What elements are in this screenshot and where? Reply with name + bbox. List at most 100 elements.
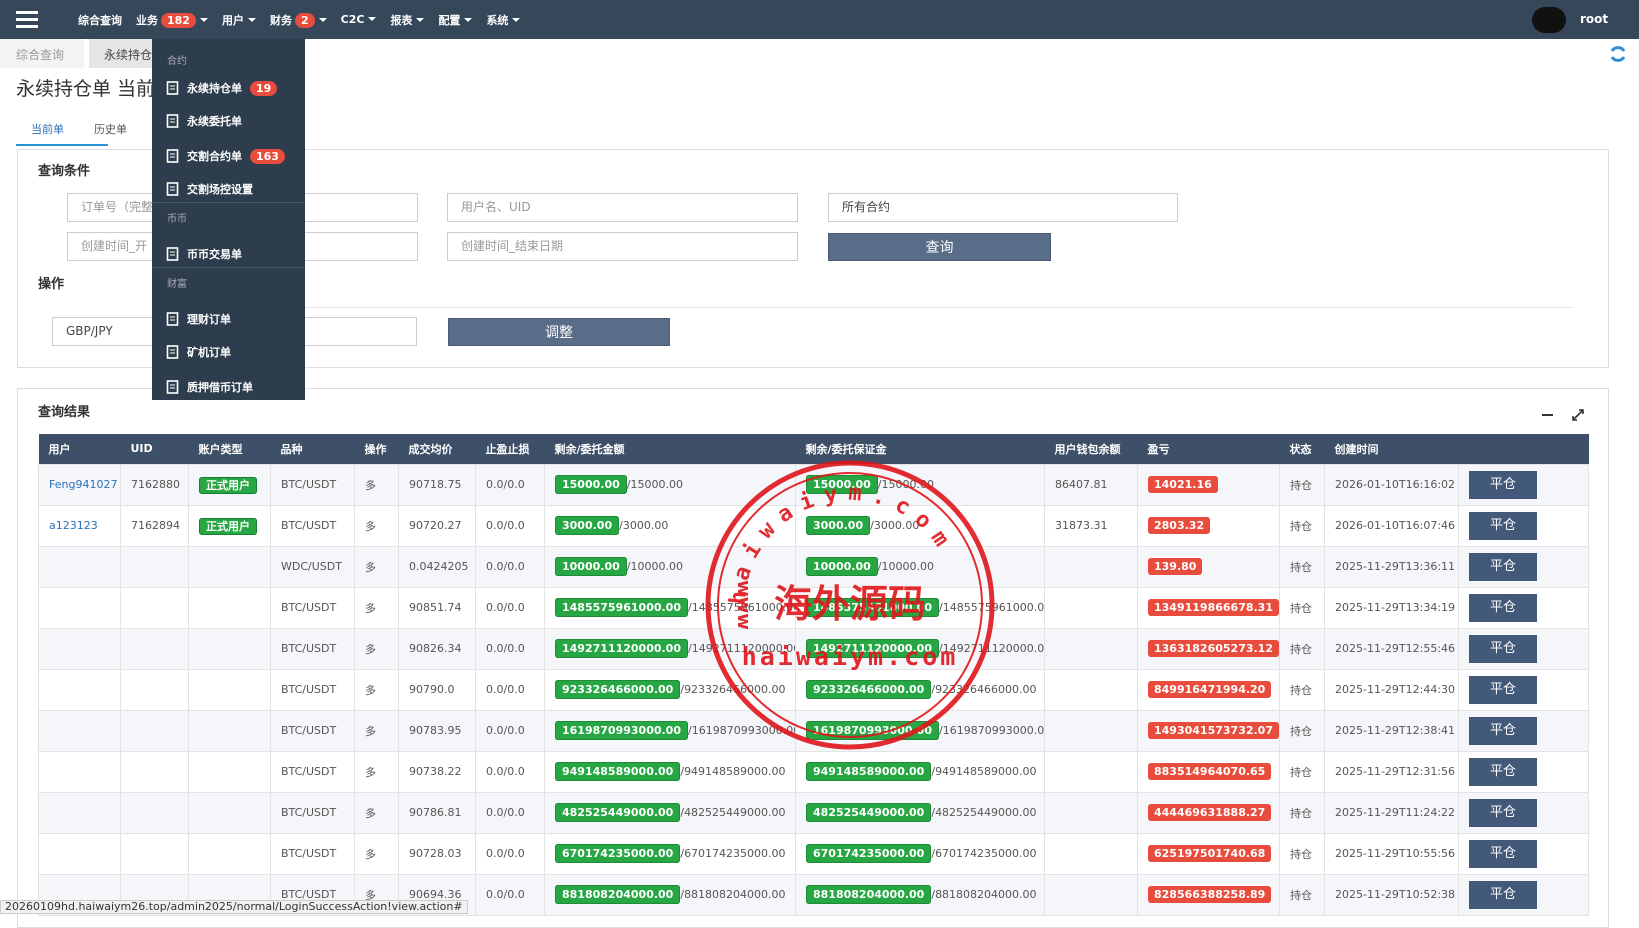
remaining-badge: 670174235000.00 <box>806 844 932 863</box>
avg-price: 90728.03 <box>409 847 462 860</box>
close-button[interactable]: 平仓 <box>1469 511 1537 540</box>
chat-icon[interactable] <box>1532 7 1566 33</box>
table-cell: 1493041573732.07 <box>1137 709 1280 752</box>
contract-select[interactable]: 所有合约 <box>828 193 1178 222</box>
table-cell: BTC/USDT <box>270 504 355 547</box>
menu-badge: 19 <box>250 81 278 96</box>
close-button[interactable]: 平仓 <box>1469 839 1537 868</box>
menu-label: 交割场控设置 <box>187 183 253 196</box>
remaining-badge: 3000.00 <box>806 516 871 535</box>
table-cell: 90728.03 <box>398 832 476 875</box>
table-cell: 90738.22 <box>398 750 476 793</box>
table-cell: 7162894 <box>120 504 189 547</box>
menu-label: 质押借币订单 <box>187 381 253 394</box>
subtab[interactable]: 历史单 <box>94 123 127 136</box>
nav-items: 综合查询 业务 182 用户 财务 2 C2C 报表 配置 系统 <box>78 0 521 39</box>
menu-item[interactable]: 交割场控设置 <box>166 181 253 197</box>
menu-item[interactable]: 质押借币订单 <box>166 379 253 395</box>
table-cell <box>120 668 189 711</box>
table-cell: 881808204000.00/881808204000.00 <box>544 873 796 916</box>
menu-item[interactable]: 矿机订单 <box>166 344 231 360</box>
caret <box>368 17 377 25</box>
direction: 多 <box>365 724 376 738</box>
menu-group-title: 币币 <box>167 214 187 225</box>
menu-item[interactable]: 理财订单 <box>166 311 231 327</box>
column-header: 品种 <box>270 434 355 464</box>
table-cell: 2025-11-29T12:44:30 <box>1324 668 1459 711</box>
nav-item[interactable]: 配置 <box>438 12 473 28</box>
close-button[interactable]: 平仓 <box>1469 552 1537 581</box>
subtab[interactable]: 当前单 <box>31 123 64 136</box>
user-link[interactable]: Feng941027 <box>49 478 118 491</box>
breadcrumb-tab[interactable]: 综合查询 <box>0 39 84 68</box>
nav-item[interactable]: 综合查询 <box>78 12 122 28</box>
close-button[interactable]: 平仓 <box>1469 798 1537 827</box>
table-cell: 2803.32 <box>1137 504 1280 547</box>
watermark-center: 海外源码 <box>774 581 926 626</box>
table-cell: 0.0/0.0 <box>475 627 545 670</box>
expand-icon[interactable] <box>1571 408 1585 422</box>
table-cell: 2025-11-29T13:36:11 <box>1324 545 1459 588</box>
close-button[interactable]: 平仓 <box>1469 757 1537 786</box>
table-cell: 持仓 <box>1279 709 1325 752</box>
close-button[interactable]: 平仓 <box>1469 470 1537 499</box>
menu-item[interactable]: 永续持仓单 19 <box>166 80 278 96</box>
remaining-badge: 15000.00 <box>555 475 627 494</box>
pnl-badge: 849916471994.20 <box>1148 681 1272 698</box>
uid: 7162880 <box>131 478 180 491</box>
direction: 多 <box>365 519 376 533</box>
close-button[interactable]: 平仓 <box>1469 716 1537 745</box>
close-button[interactable]: 平仓 <box>1469 634 1537 663</box>
menu-icon[interactable] <box>16 10 38 28</box>
nav-item[interactable]: C2C <box>341 13 377 26</box>
separator: / <box>939 724 943 737</box>
table-cell: 多 <box>354 504 399 547</box>
table-cell: 7162880 <box>120 463 189 506</box>
direction: 多 <box>365 765 376 779</box>
total-amount: 15000.00 <box>630 478 683 491</box>
table-cell: BTC/USDT <box>270 709 355 752</box>
nav-item[interactable]: 系统 <box>486 12 521 28</box>
total-amount: 881808204000.00 <box>684 888 786 901</box>
nav-item[interactable]: 用户 <box>222 12 256 28</box>
nav-label: 财务 <box>269 13 292 27</box>
pnl-badge: 14021.16 <box>1148 476 1218 493</box>
nav-badge: 2 <box>294 12 315 28</box>
close-button[interactable]: 平仓 <box>1469 675 1537 704</box>
tp-sl: 0.0/0.0 <box>486 765 525 778</box>
menu-item[interactable]: 交割合约单 163 <box>166 148 285 164</box>
nav-item[interactable]: 报表 <box>390 12 425 28</box>
nav-item[interactable]: 财务 2 <box>270 12 327 28</box>
minimize-icon[interactable] <box>1542 414 1553 416</box>
remaining-badge: 10000.00 <box>555 557 627 576</box>
menu-item[interactable]: 永续委托单 <box>166 113 242 129</box>
query-button[interactable]: 查询 <box>828 233 1051 261</box>
total-amount: 482525449000.00 <box>684 806 786 819</box>
separator: / <box>688 601 692 614</box>
pnl-badge: 625197501740.68 <box>1148 845 1272 862</box>
menu-item[interactable]: 币币交易单 <box>166 246 242 262</box>
adjust-button[interactable]: 调整 <box>448 318 670 346</box>
close-button[interactable]: 平仓 <box>1469 880 1537 909</box>
table-cell: 828566388258.89 <box>1137 873 1280 916</box>
table-cell: 1492711120000.00/1492711120000.00 <box>795 627 1045 670</box>
status: 持仓 <box>1290 806 1312 820</box>
nav-item[interactable]: 业务 182 <box>136 12 208 28</box>
end-input[interactable]: 创建时间_结束日期 <box>447 232 798 261</box>
close-button[interactable]: 平仓 <box>1469 593 1537 622</box>
separator: / <box>931 683 936 696</box>
watermark: haiwaiym.com www 海外源码 haiwaiym.com <box>705 460 995 750</box>
remaining-badge: 10000.00 <box>806 557 878 576</box>
user-name[interactable]: root <box>1580 12 1609 26</box>
user-input[interactable]: 用户名、UID <box>447 193 798 222</box>
menu-label: 理财订单 <box>187 313 231 326</box>
table-cell <box>120 586 189 629</box>
user-link[interactable]: a123123 <box>49 519 98 532</box>
refresh-icon[interactable] <box>1608 44 1628 64</box>
column-header: 用户 <box>38 434 121 464</box>
table-cell: 多 <box>354 791 399 834</box>
caret <box>199 17 208 26</box>
separator: / <box>939 601 943 614</box>
symbol: BTC/USDT <box>281 478 337 491</box>
